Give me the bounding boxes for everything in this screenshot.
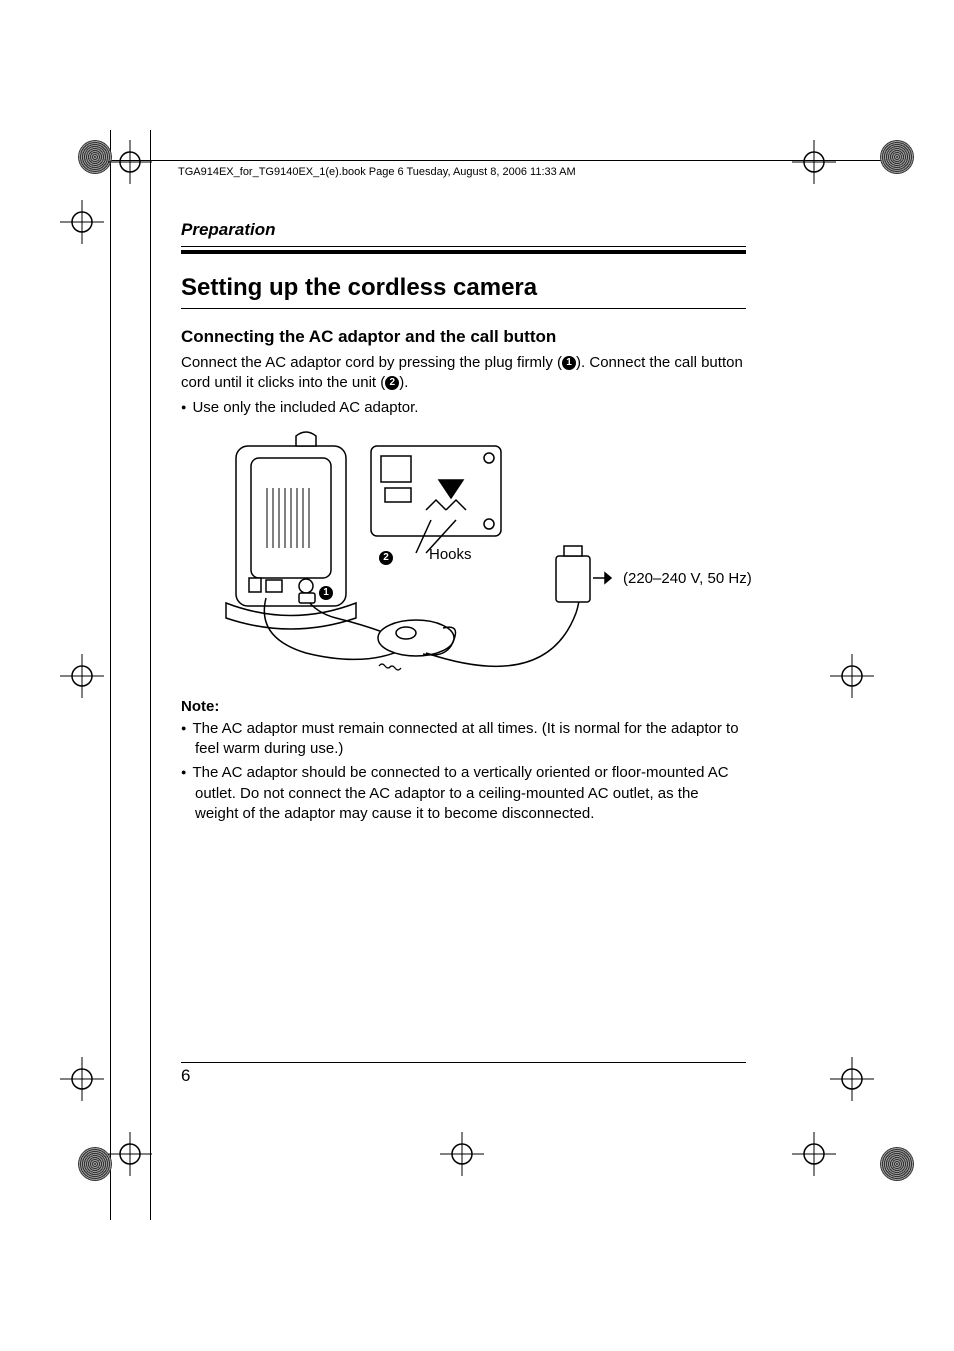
diagram-marker-1: 1: [319, 586, 333, 600]
registration-mark-icon: [830, 1057, 874, 1101]
crop-rule-left-inner: [150, 130, 151, 1220]
crop-rule-left: [110, 130, 111, 1220]
note-heading: Note:: [181, 698, 746, 715]
page-number: 6: [181, 1066, 190, 1086]
circled-number-icon: 1: [562, 356, 576, 370]
header-meta: TGA914EX_for_TG9140EX_1(e).book Page 6 T…: [178, 166, 576, 178]
intro-paragraph: Connect the AC adaptor cord by pressing …: [181, 353, 746, 394]
registration-mark-icon: [792, 1132, 836, 1176]
intro-text: Connect the AC adaptor cord by pressing …: [181, 354, 562, 371]
intro-bullet: Use only the included AC adaptor.: [181, 398, 746, 418]
page-title: Setting up the cordless camera: [181, 274, 746, 302]
diagram-label-voltage: (220–240 V, 50 Hz): [623, 570, 752, 587]
registration-mark-icon: [60, 1057, 104, 1101]
registration-mark-icon: [830, 654, 874, 698]
page: TGA914EX_for_TG9140EX_1(e).book Page 6 T…: [0, 0, 954, 1351]
rule-thick: [181, 250, 746, 254]
connection-diagram: 2 1 Hooks (220–240 V, 50 Hz): [211, 428, 771, 688]
corner-ornament-br: [880, 1147, 914, 1181]
note-item: The AC adaptor should be connected to a …: [181, 763, 746, 824]
title-rule: [181, 308, 746, 309]
rule-thin: [181, 246, 746, 247]
section-label: Preparation: [181, 220, 746, 240]
registration-mark-icon: [108, 140, 152, 184]
registration-mark-icon: [60, 200, 104, 244]
registration-mark-icon: [440, 1132, 484, 1176]
crop-rule-top: [110, 160, 884, 161]
diagram-marker-2: 2: [379, 551, 393, 565]
corner-ornament-tl: [78, 140, 112, 174]
note-item: The AC adaptor must remain connected at …: [181, 719, 746, 760]
corner-ornament-bl: [78, 1147, 112, 1181]
registration-mark-icon: [792, 140, 836, 184]
diagram-svg: [211, 428, 771, 688]
registration-mark-icon: [108, 1132, 152, 1176]
diagram-label-hooks: Hooks: [429, 546, 472, 563]
footer-rule: [181, 1062, 746, 1063]
intro-text: ).: [399, 374, 408, 391]
circled-number-icon: 2: [385, 376, 399, 390]
registration-mark-icon: [60, 654, 104, 698]
corner-ornament-tr: [880, 140, 914, 174]
content-column: Preparation Setting up the cordless came…: [181, 220, 746, 828]
subheading: Connecting the AC adaptor and the call b…: [181, 327, 746, 347]
